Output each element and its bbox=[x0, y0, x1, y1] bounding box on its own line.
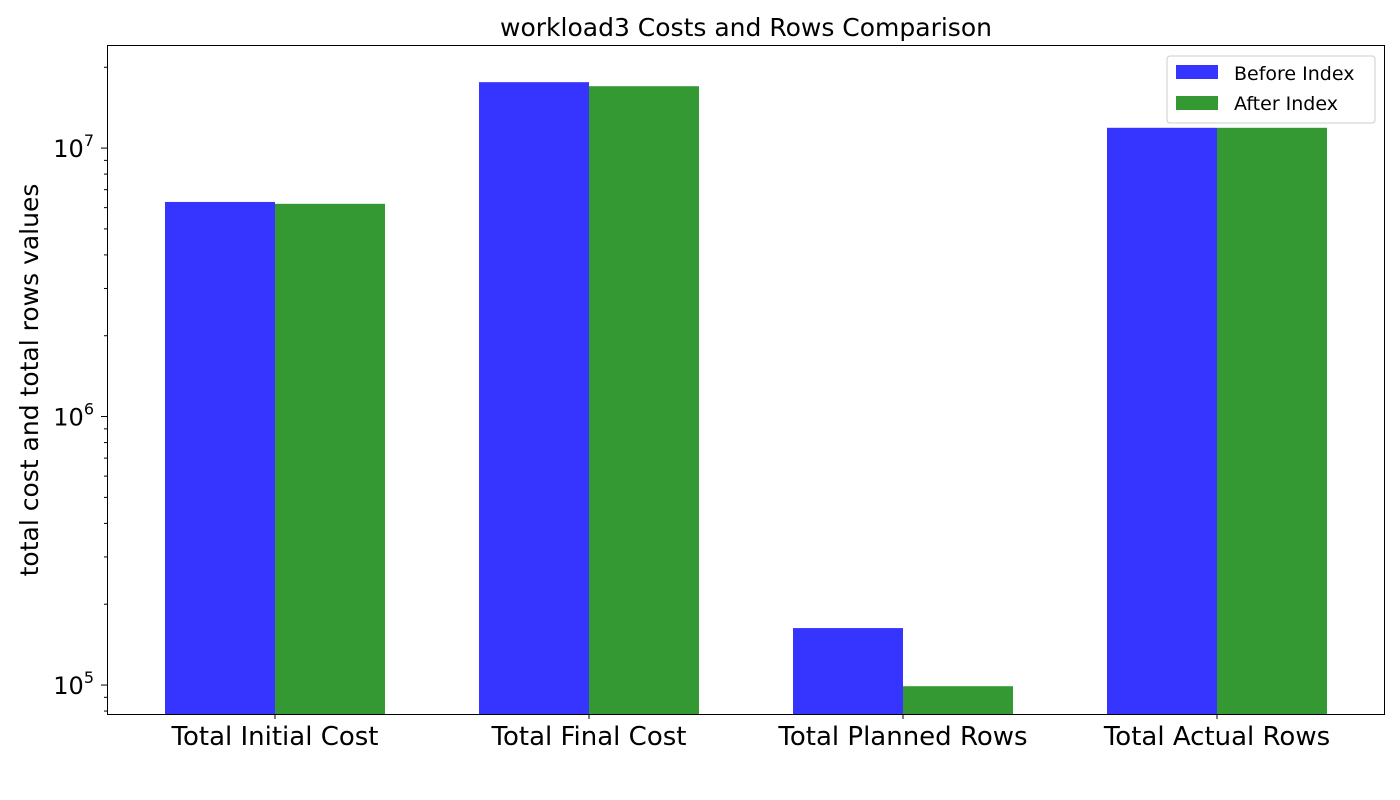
chart-title: workload3 Costs and Rows Comparison bbox=[500, 13, 992, 42]
y-tick-label-1: 106 bbox=[53, 400, 94, 432]
legend-box bbox=[1166, 55, 1376, 124]
legend: Before Index After Index bbox=[1166, 55, 1376, 124]
bars-group bbox=[165, 82, 1327, 715]
bar-after-3 bbox=[1217, 127, 1327, 714]
x-axis-ticks: Total Initial Cost Total Final Cost Total … bbox=[171, 714, 1330, 752]
x-tick-label-0: Total Initial Cost bbox=[171, 722, 379, 752]
legend-swatch-before bbox=[1176, 65, 1218, 79]
bar-before-3 bbox=[1107, 127, 1217, 714]
bar-after-0 bbox=[275, 203, 385, 714]
y-tick-label-0: 105 bbox=[53, 668, 94, 700]
x-tick-label-2: Total Planned Rows bbox=[777, 722, 1027, 752]
x-tick-label-1: Total Final Cost bbox=[491, 722, 687, 752]
bar-after-1 bbox=[589, 86, 699, 714]
legend-label-after: After Index bbox=[1234, 93, 1338, 115]
bar-before-1 bbox=[479, 82, 589, 715]
y-axis-ticks: 105 106 107 bbox=[53, 66, 108, 712]
bar-after-2 bbox=[903, 686, 1013, 714]
legend-label-before: Before Index bbox=[1234, 63, 1354, 85]
x-tick-label-3: Total Actual Rows bbox=[1103, 722, 1330, 752]
y-axis-label: total cost and total rows values bbox=[15, 184, 44, 577]
bar-before-0 bbox=[165, 201, 275, 714]
legend-swatch-after bbox=[1176, 96, 1218, 110]
y-tick-label-2: 107 bbox=[53, 131, 94, 163]
plot-frame bbox=[107, 45, 1385, 715]
bar-before-2 bbox=[793, 628, 903, 714]
